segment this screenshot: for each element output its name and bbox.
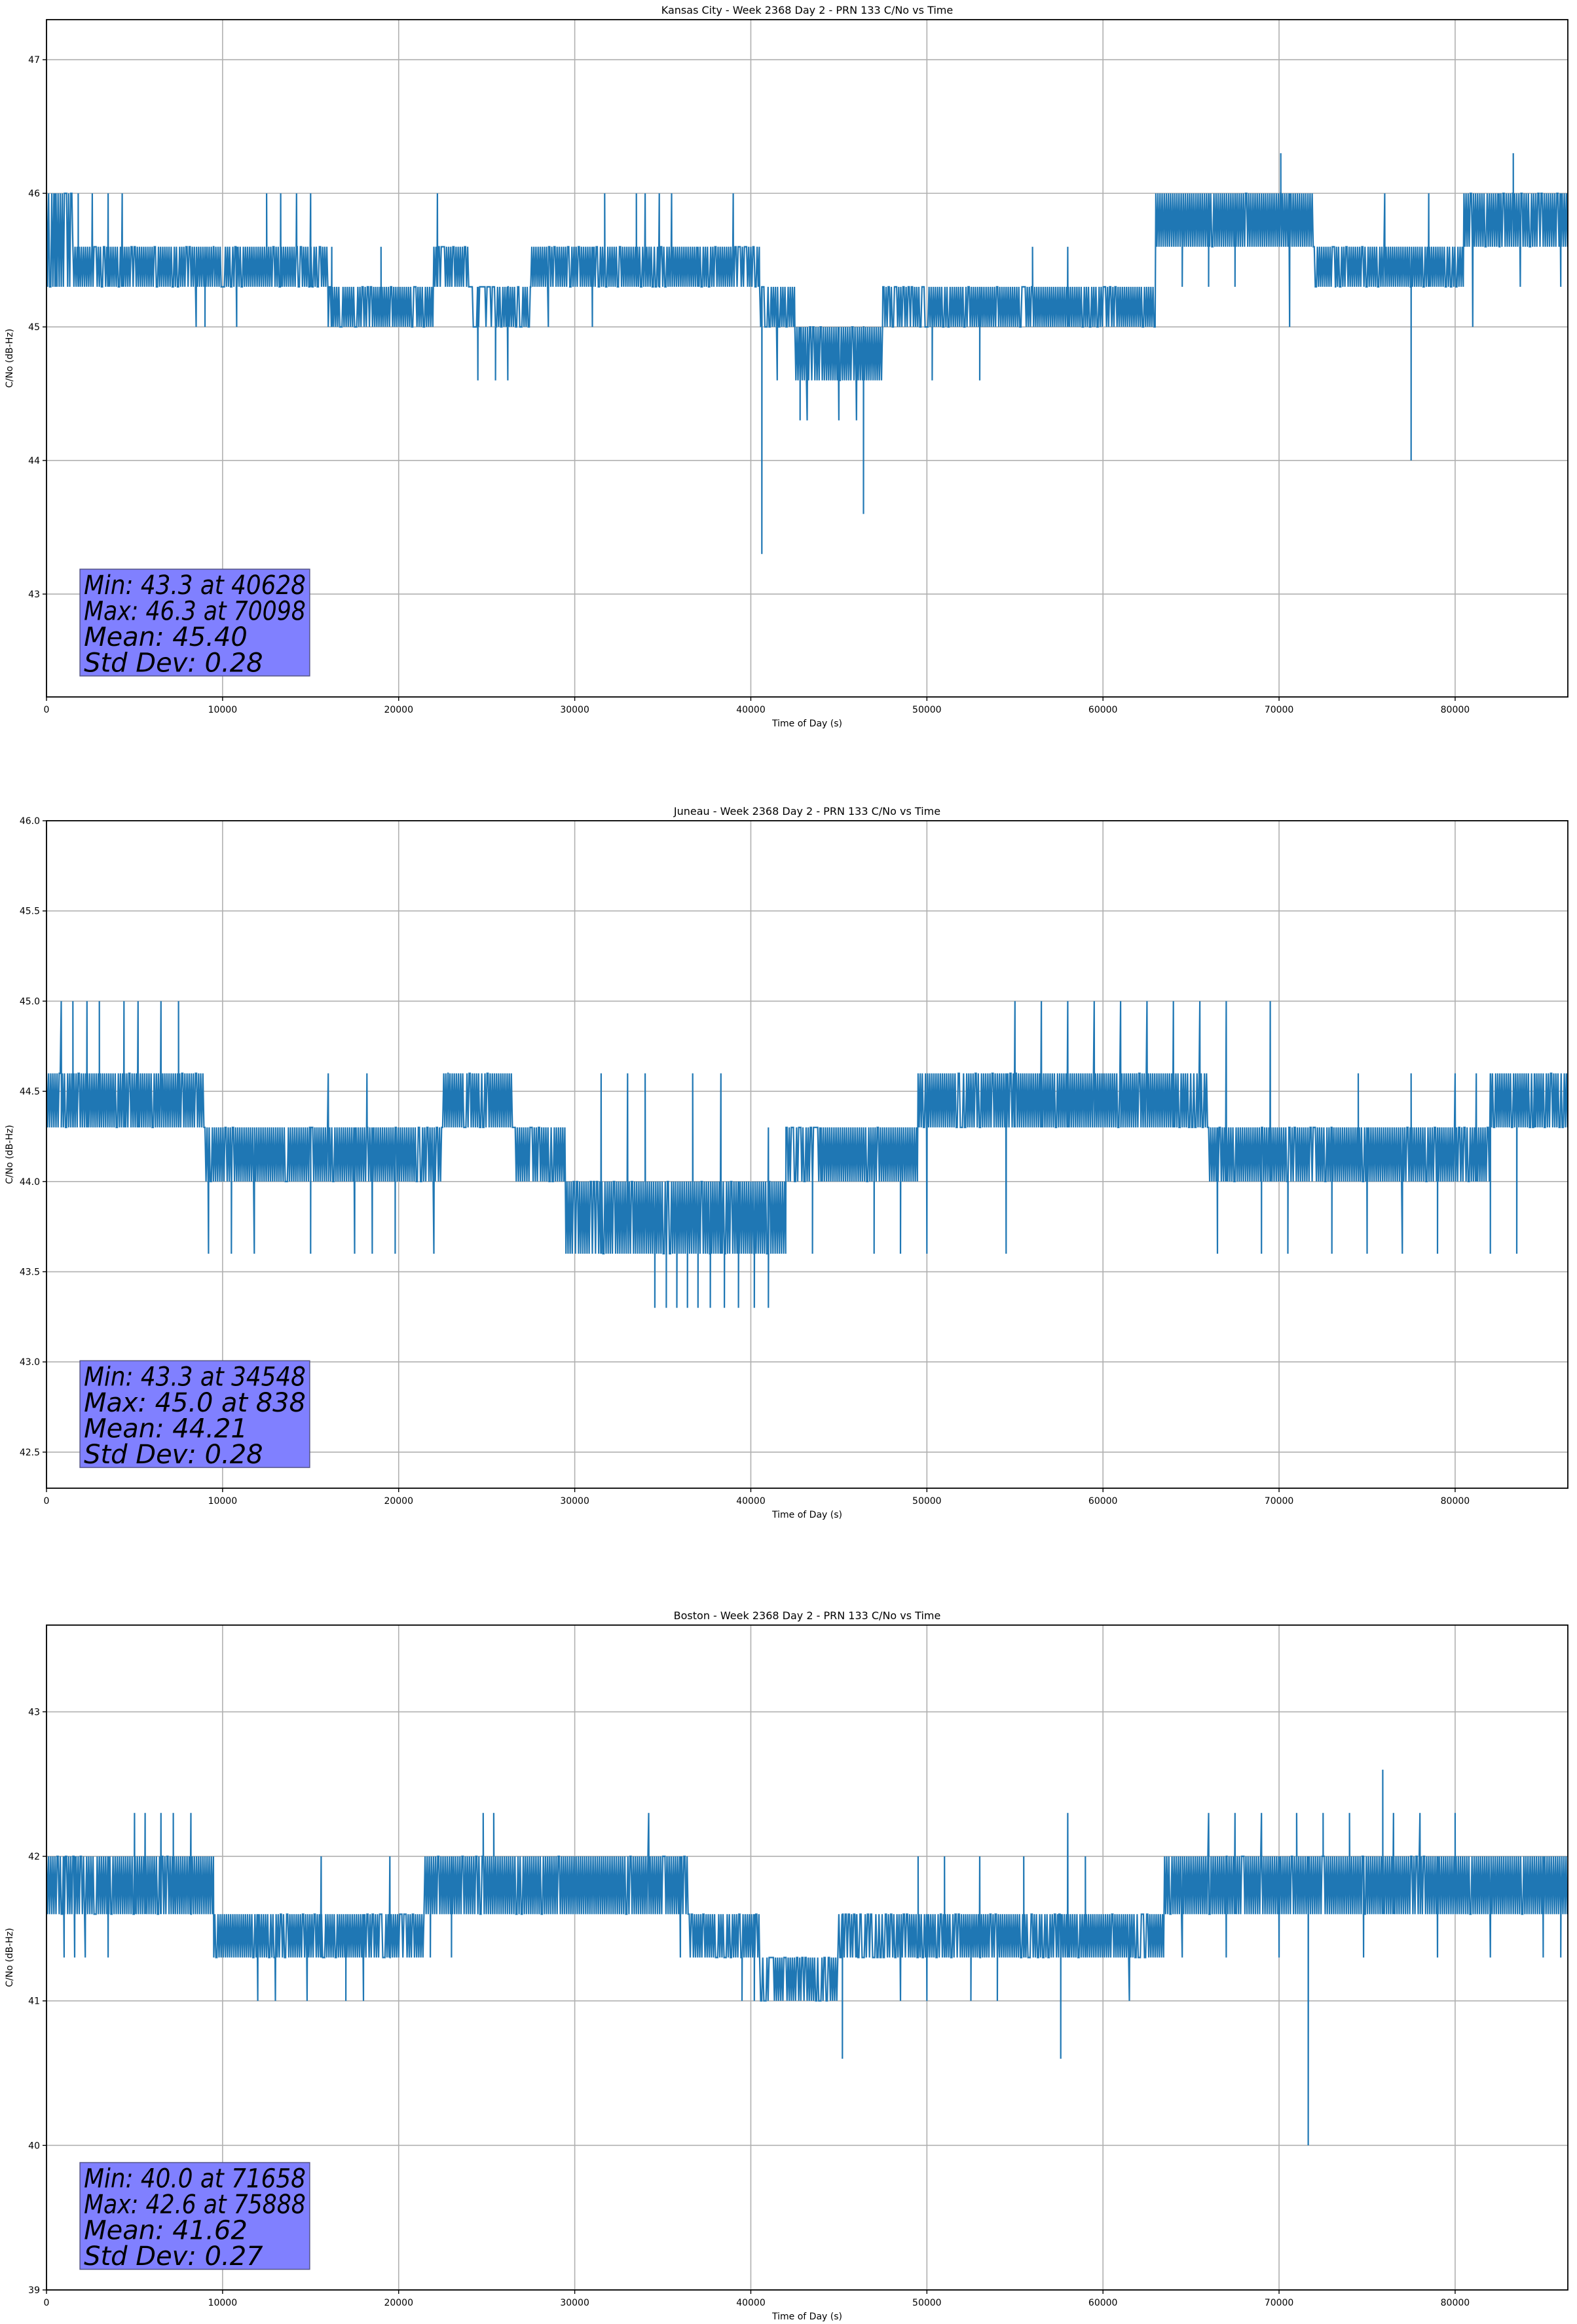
y-tick-label: 41 <box>28 1996 40 2007</box>
chart-title: Boston - Week 2368 Day 2 - PRN 133 C/No … <box>674 1609 941 1622</box>
y-tick-label: 44 <box>28 456 40 466</box>
y-tick-label: 43 <box>28 590 40 600</box>
x-tick-label: 80000 <box>1441 2298 1470 2308</box>
stats-min: Min: 43.3 at 34548 <box>84 1362 306 1392</box>
y-tick-label: 43 <box>28 1707 40 1717</box>
chart-boston: Boston - Week 2368 Day 2 - PRN 133 C/No … <box>5 1609 1568 2322</box>
y-axis-label: C/No (dB-Hz) <box>5 1928 15 1987</box>
y-tick-label: 45.0 <box>20 996 40 1007</box>
cno-series-line <box>46 153 1568 554</box>
x-tick-label: 80000 <box>1441 705 1470 715</box>
x-axis-label: Time of Day (s) <box>771 2312 842 2322</box>
stats-mean: Mean: 44.21 <box>84 1414 248 1444</box>
x-axis-label: Time of Day (s) <box>771 1510 842 1520</box>
x-tick-label: 0 <box>44 2298 50 2308</box>
y-tick-label: 40 <box>28 2141 40 2151</box>
stats-mean: Mean: 41.62 <box>84 2216 248 2246</box>
y-axis-ticks: 42.5 43.0 43.5 44.0 44.5 45.0 45.5 46.0 <box>20 816 46 1458</box>
y-tick-label: 46.0 <box>20 816 40 827</box>
cno-trace <box>46 1001 1568 1308</box>
x-tick-label: 20000 <box>384 1496 413 1507</box>
y-tick-label: 47 <box>28 55 40 66</box>
x-tick-label: 30000 <box>560 705 589 715</box>
x-tick-label: 70000 <box>1265 705 1294 715</box>
x-tick-label: 0 <box>44 705 50 715</box>
gridlines <box>46 20 1568 697</box>
y-tick-label: 43.0 <box>20 1357 40 1368</box>
stats-std-dev: Std Dev: 0.28 <box>84 648 263 678</box>
x-tick-label: 70000 <box>1265 2298 1294 2308</box>
x-tick-label: 10000 <box>208 705 238 715</box>
stats-max: Max: 42.6 at 75888 <box>84 2190 306 2220</box>
x-tick-label: 0 <box>44 1496 50 1507</box>
stats-min: Min: 43.3 at 40628 <box>84 571 306 601</box>
x-axis-ticks: 0 10000 20000 30000 40000 50000 60000 70000 8000… <box>44 2290 1470 2308</box>
x-tick-label: 40000 <box>736 1496 766 1507</box>
stats-std-dev: Std Dev: 0.27 <box>84 2241 263 2272</box>
cno-series-line <box>46 1769 1568 2146</box>
x-tick-label: 70000 <box>1265 1496 1294 1507</box>
x-tick-label: 60000 <box>1088 2298 1118 2308</box>
stats-min: Min: 40.0 at 71658 <box>84 2164 306 2194</box>
stats-annotation-box: Min: 43.3 at 34548 Max: 45.0 at 838 Mean… <box>79 1360 310 1470</box>
plot-frame <box>46 820 1568 1489</box>
x-tick-label: 20000 <box>384 2298 413 2308</box>
y-axis-ticks: 39 40 41 42 43 <box>28 1707 46 2296</box>
cno-trace <box>46 153 1568 554</box>
stats-box-background <box>79 1360 310 1469</box>
y-axis-label: C/No (dB-Hz) <box>5 329 15 388</box>
x-tick-label: 50000 <box>912 1496 942 1507</box>
plot-frame <box>46 1624 1568 2291</box>
x-tick-label: 30000 <box>560 1496 589 1507</box>
y-tick-label: 42 <box>28 1852 40 1862</box>
chart-juneau: Juneau - Week 2368 Day 2 - PRN 133 C/No … <box>5 805 1568 1520</box>
x-tick-label: 80000 <box>1441 1496 1470 1507</box>
stats-std-dev: Std Dev: 0.28 <box>84 1440 263 1470</box>
x-tick-label: 20000 <box>384 705 413 715</box>
stats-mean: Mean: 45.40 <box>84 622 248 652</box>
y-tick-label: 42.5 <box>20 1448 40 1458</box>
stats-max: Max: 46.3 at 70098 <box>84 596 306 626</box>
stats-box-background <box>79 569 310 677</box>
x-tick-label: 10000 <box>208 2298 238 2308</box>
y-tick-label: 46 <box>28 189 40 199</box>
x-tick-label: 10000 <box>208 1496 238 1507</box>
x-axis-ticks: 0 10000 20000 30000 40000 50000 60000 70000 8000… <box>44 1488 1470 1507</box>
chart-title: Kansas City - Week 2368 Day 2 - PRN 133 … <box>661 4 953 16</box>
cno-trace <box>46 1769 1568 2146</box>
x-tick-label: 50000 <box>912 705 942 715</box>
x-tick-label: 40000 <box>736 2298 766 2308</box>
y-tick-label: 39 <box>28 2285 40 2296</box>
x-tick-label: 30000 <box>560 2298 589 2308</box>
stats-annotation-box: Min: 43.3 at 40628 Max: 46.3 at 70098 Me… <box>79 569 310 678</box>
y-tick-label: 44.0 <box>20 1177 40 1188</box>
x-tick-label: 60000 <box>1088 705 1118 715</box>
y-axis-ticks: 43 44 45 46 47 <box>28 55 46 600</box>
y-tick-label: 45.5 <box>20 907 40 917</box>
x-tick-label: 50000 <box>912 2298 942 2308</box>
x-axis-ticks: 0 10000 20000 30000 40000 50000 60000 70000 8000… <box>44 697 1470 715</box>
y-tick-label: 45 <box>28 322 40 333</box>
chart-title: Juneau - Week 2368 Day 2 - PRN 133 C/No … <box>673 805 940 817</box>
chart-kansas-city: Kansas City - Week 2368 Day 2 - PRN 133 … <box>5 4 1568 729</box>
y-tick-label: 44.5 <box>20 1087 40 1097</box>
stats-annotation-box: Min: 40.0 at 71658 Max: 42.6 at 75888 Me… <box>79 2162 310 2272</box>
cno-series-line <box>46 1001 1568 1308</box>
plot-frame <box>46 19 1568 698</box>
y-axis-label: C/No (dB-Hz) <box>5 1125 15 1184</box>
stats-box-background <box>79 2162 310 2270</box>
x-tick-label: 40000 <box>736 705 766 715</box>
x-tick-label: 60000 <box>1088 1496 1118 1507</box>
y-tick-label: 43.5 <box>20 1267 40 1278</box>
stats-max: Max: 45.0 at 838 <box>84 1388 306 1418</box>
x-axis-label: Time of Day (s) <box>771 719 842 729</box>
